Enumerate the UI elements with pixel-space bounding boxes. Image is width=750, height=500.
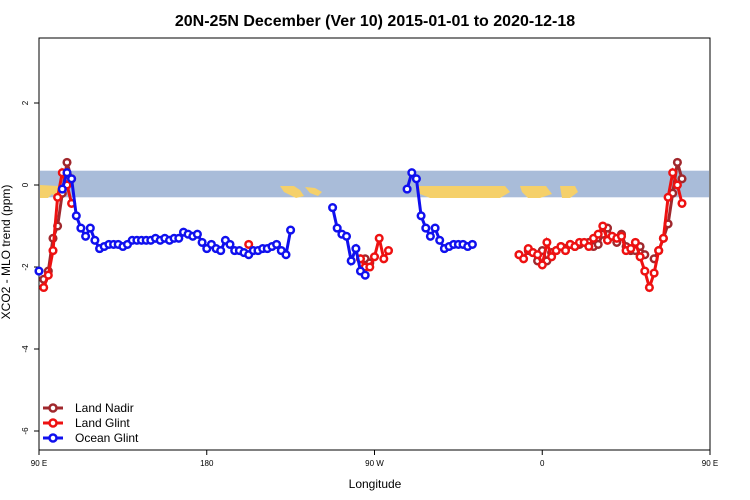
y-axis-label: XCO2 - MLO trend (ppm) [0,185,13,320]
data-point [435,235,445,245]
chart-title: 20N-25N December (Ver 10) 2015-01-01 to … [175,13,575,30]
legend-label: Land Glint [75,416,130,430]
data-point [677,198,687,208]
y-axis: 2 0 -2 -4 -6 [21,100,39,435]
data-point [374,233,384,243]
data-point [197,237,207,247]
data-point [640,266,650,276]
data-point [76,223,86,233]
data-point [644,282,654,293]
data-point [62,157,72,167]
data-point [547,252,557,262]
data-point [533,250,543,260]
data-point [244,239,254,249]
data-point [286,225,296,235]
data-point [668,168,678,178]
ocean-band [40,170,709,198]
series-ocean-glint [34,168,477,280]
data-point [626,244,636,254]
data-point [593,229,603,239]
data-point [192,229,202,239]
data-point [416,211,426,221]
data-point [216,246,226,256]
data-point [672,180,682,190]
legend-label: Land Nadir [75,401,134,415]
data-point [407,168,417,178]
y-tick-label: -2 [21,263,30,271]
data-point [369,252,380,262]
data-point [351,244,361,254]
data-point [90,235,100,245]
data-point [672,157,682,167]
y-tick-label: 2 [21,100,30,105]
data-point [34,266,44,276]
data-point [421,223,431,233]
data-point [281,250,291,260]
data-point [81,231,91,241]
data-point [346,256,356,266]
data-point [62,168,72,178]
data-point [658,233,668,243]
x-axis-label: Longitude [349,477,402,491]
data-point [341,231,352,241]
data-point [48,246,58,256]
data-point [53,192,63,202]
legend-label: Ocean Glint [75,431,139,445]
data-point [430,223,440,233]
series-line [331,207,367,277]
data-point [654,246,664,256]
legend-swatch-marker [48,433,58,443]
x-tick-label: 90 W [365,459,384,468]
data-point [402,184,412,194]
data-point [425,231,435,241]
series-layer [34,157,687,293]
x-tick-label: 90 E [31,459,47,468]
data-point [67,174,77,184]
x-tick-label: 90 E [702,459,718,468]
y-tick-label: -4 [21,345,30,353]
data-point [174,233,184,243]
data-point [593,239,603,249]
land-patch-americas [280,186,322,198]
data-point [519,254,529,264]
x-tick-label: 180 [200,459,214,468]
data-point [467,239,477,249]
data-point [360,270,370,280]
data-point [560,246,571,256]
data-point [57,184,67,194]
legend-swatch-marker [48,418,58,428]
series-land-glint [39,167,687,293]
data-point [537,260,547,270]
x-tick-label: 0 [540,459,545,468]
data-point [71,211,81,221]
data-point [677,174,687,184]
y-tick-label: -6 [21,427,30,435]
data-point [332,223,342,233]
data-point [598,221,608,231]
x-axis: 90 E 180 90 W 0 90 E [31,450,718,468]
data-point [328,203,338,213]
data-point [584,241,594,252]
data-point [225,239,235,249]
land-patch-africa [418,186,578,198]
data-point [43,270,53,280]
data-point [272,239,282,249]
land-ocean-band [40,170,709,198]
data-point [616,231,627,241]
data-point [383,246,394,256]
data-point [649,268,659,278]
data-point [379,254,389,264]
data-point [365,262,375,272]
y-tick-label: 0 [21,182,30,187]
data-point [411,174,421,184]
data-point [39,282,49,293]
data-point [85,223,95,233]
legend-swatch-marker [48,403,58,413]
data-point [663,192,673,202]
data-point [542,237,552,247]
data-point [630,237,640,247]
data-point [635,252,645,262]
